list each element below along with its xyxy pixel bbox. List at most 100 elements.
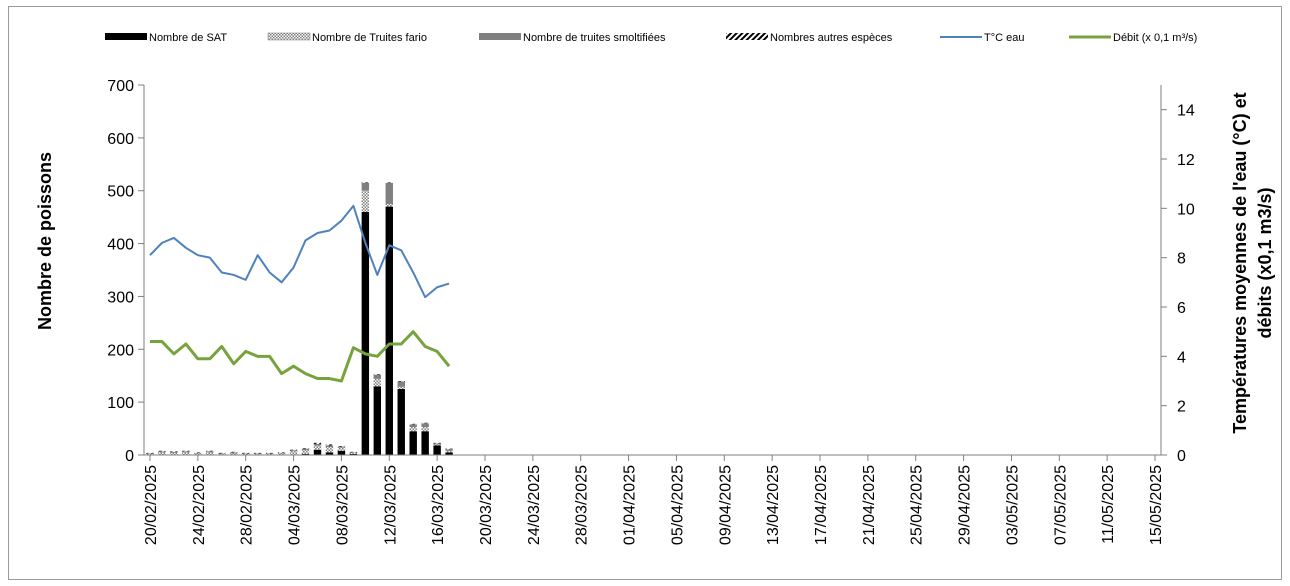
bar-segment xyxy=(397,381,405,387)
bar-segment xyxy=(158,451,166,453)
bar-segment xyxy=(170,451,178,453)
bar-segment xyxy=(361,182,370,191)
plot-area xyxy=(146,182,453,455)
bar-segment xyxy=(349,452,358,453)
legend-swatch xyxy=(105,33,147,40)
bar-segment xyxy=(373,374,382,375)
bar-segment xyxy=(445,448,453,450)
y-tick-label-right: 2 xyxy=(1177,399,1186,416)
bar-segment xyxy=(265,453,274,455)
x-tick-label: 21/04/2025 xyxy=(861,465,878,545)
x-tick-label: 28/02/2025 xyxy=(239,465,256,545)
bar-segment xyxy=(277,453,286,455)
legend-label: Nombre de Truites fario xyxy=(312,32,427,44)
bar-segment xyxy=(158,450,166,452)
bar-segment xyxy=(146,453,154,455)
bar-segment xyxy=(253,452,262,454)
bar-segment xyxy=(206,450,214,452)
x-tick-label: 17/04/2025 xyxy=(813,465,830,545)
bar-segment xyxy=(337,446,346,448)
x-tick-label: 15/05/2025 xyxy=(1148,465,1165,545)
bar-segment xyxy=(253,453,262,455)
y-tick-label-left: 200 xyxy=(107,342,134,359)
bar-segment xyxy=(421,426,429,432)
y-tick-label-right: 0 xyxy=(1177,448,1186,465)
bar-segment xyxy=(206,452,214,455)
legend-label: T°C eau xyxy=(984,32,1024,44)
bar-segment xyxy=(289,449,298,451)
bar-segment xyxy=(385,182,393,183)
x-tick-label: 11/05/2025 xyxy=(1100,465,1117,544)
bar-segment xyxy=(146,453,154,454)
bar-segment xyxy=(385,203,393,207)
bar-segment xyxy=(289,451,298,455)
bar-segment xyxy=(385,206,393,455)
bar-segment xyxy=(421,423,429,427)
y-tick-label-right: 6 xyxy=(1177,300,1186,317)
bar-segment xyxy=(170,452,178,455)
bar-segment xyxy=(253,453,262,454)
bar-segment xyxy=(409,424,417,427)
legend-swatch xyxy=(479,33,521,40)
x-tick-label: 01/04/2025 xyxy=(622,465,639,545)
bar-segment xyxy=(301,453,310,455)
bar-segment xyxy=(361,211,370,455)
legend-label: Nombres autres espèces xyxy=(770,32,893,44)
bar-segment xyxy=(241,453,250,455)
legend-label: Débit (x 0,1 m³/s) xyxy=(1113,32,1197,44)
x-tick-label: 16/03/2025 xyxy=(430,465,447,545)
bar-segment xyxy=(289,450,298,452)
bar-segment xyxy=(265,452,274,454)
y-tick-label-left: 300 xyxy=(107,289,134,306)
x-tick-label: 13/04/2025 xyxy=(765,465,782,545)
bar-segment xyxy=(301,448,310,451)
bar-segment xyxy=(206,451,214,453)
bar-segment xyxy=(301,450,310,454)
bar-segment xyxy=(313,442,322,444)
x-tick-label: 28/03/2025 xyxy=(574,465,591,545)
bar-segment xyxy=(182,450,190,452)
bar-segment xyxy=(313,449,322,455)
bar-segment xyxy=(445,449,453,451)
bar-segment xyxy=(397,388,405,455)
bar-segment xyxy=(182,451,190,453)
chart-frame: Nombre de SAT Nombre de Truites fario Nomb… xyxy=(8,6,1282,580)
bar-segment xyxy=(277,452,286,454)
bar-segment xyxy=(241,452,250,454)
bar-segment xyxy=(325,444,334,446)
bar-segment xyxy=(373,374,382,379)
bar-segment xyxy=(409,431,417,455)
bar-segment xyxy=(194,453,202,455)
bar-segment xyxy=(433,442,441,444)
bar-segment xyxy=(194,452,202,453)
y-tick-label-left: 700 xyxy=(107,78,134,95)
x-tick-label: 24/02/2025 xyxy=(191,465,208,545)
bar-segment xyxy=(301,448,310,449)
bar-segment xyxy=(373,378,382,387)
bar-segment xyxy=(230,451,238,453)
bar-segment xyxy=(349,451,358,453)
bar-segment xyxy=(337,447,346,451)
x-tick-label: 03/05/2025 xyxy=(1004,465,1021,545)
bar-segment xyxy=(445,452,453,455)
x-tick-label: 07/05/2025 xyxy=(1052,465,1069,545)
legend: Nombre de SAT Nombre de Truites fario Nomb… xyxy=(105,32,1197,44)
bar-segment xyxy=(349,453,358,455)
x-tick-label: 20/02/2025 xyxy=(143,465,160,545)
bar-segment xyxy=(421,422,429,424)
x-tick-label: 25/04/2025 xyxy=(909,465,926,545)
y-tick-label-right: 4 xyxy=(1177,349,1186,366)
bar-segment xyxy=(313,443,322,446)
y-tick-label-left: 400 xyxy=(107,237,134,254)
x-tick-label: 05/04/2025 xyxy=(669,465,686,545)
bar-segment xyxy=(445,450,453,453)
series-line xyxy=(149,204,450,299)
y-tick-label-left: 500 xyxy=(107,184,134,201)
bar-segment xyxy=(349,452,358,454)
series-line xyxy=(149,330,451,383)
bar-segment xyxy=(146,452,154,454)
bar-segment xyxy=(433,444,441,446)
x-tick-label: 08/03/2025 xyxy=(334,465,351,545)
bar-segment xyxy=(230,453,238,455)
bar-segment xyxy=(230,452,238,454)
